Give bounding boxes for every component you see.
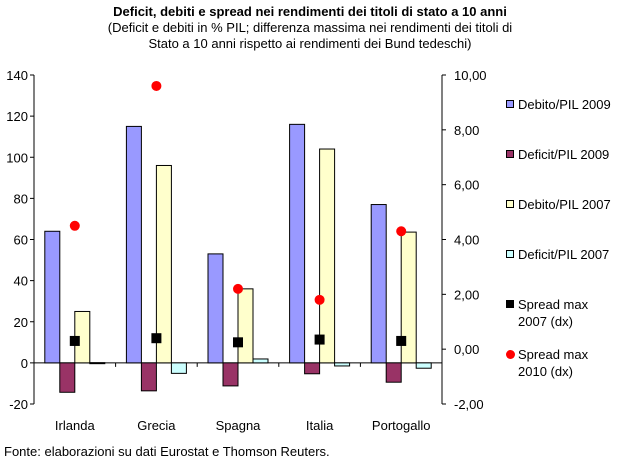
chart-subtitle-line-1: (Deficit e debiti in % PIL; differenza m…: [107, 20, 513, 35]
bar: [415, 362, 432, 369]
y-tick-label-right: -2,00: [454, 397, 484, 412]
x-tick-label: Italia: [306, 418, 334, 433]
spread-2010-marker: [233, 283, 243, 294]
bar: [170, 362, 187, 374]
y-tick-label-left: 60: [14, 233, 28, 248]
spread-2010-marker: [396, 226, 407, 237]
bar: [222, 362, 239, 387]
spread-2010-marker: [69, 220, 80, 231]
y-tick-label-right: 10,00: [454, 68, 487, 83]
legend-label: Spread max 2007 (dx): [518, 297, 589, 329]
bar: [252, 358, 269, 364]
y-tick-label-left: 20: [14, 315, 28, 330]
source-note: Fonte: elaborazioni su dati Eurostat e T…: [4, 444, 330, 459]
y-tick-label-right: 6,00: [454, 178, 479, 193]
legend-swatch: [506, 300, 514, 308]
bar: [44, 230, 61, 364]
bar: [334, 362, 351, 367]
y-tick-label-right: 4,00: [454, 233, 479, 248]
bar: [89, 362, 106, 365]
chart-title: Deficit, debiti e spread nei rendimenti …: [113, 4, 507, 19]
bar: [140, 362, 157, 392]
bar: [125, 125, 142, 364]
spread-2007-marker: [396, 335, 407, 346]
legend-swatch: [506, 200, 514, 208]
y-tick-label-left: 100: [6, 150, 28, 165]
spread-2007-marker: [69, 335, 80, 346]
legend-swatch: [506, 150, 514, 158]
y-tick-label-left: 0: [21, 356, 28, 371]
x-tick-label: Grecia: [137, 418, 176, 433]
legend-label: Spread max 2010 (dx): [518, 347, 589, 379]
bar: [237, 288, 254, 364]
y-tick-label-left: 40: [14, 274, 28, 289]
bar: [304, 362, 321, 375]
bar: [59, 362, 76, 393]
bar: [207, 253, 224, 364]
legend-swatch: [506, 250, 514, 258]
bar: [319, 148, 336, 364]
y-tick-label-right: 8,00: [454, 123, 479, 138]
x-tick-label: Portogallo: [372, 418, 431, 433]
x-tick-label: Irlanda: [55, 418, 96, 433]
legend-label: Debito/PIL 2009: [518, 97, 611, 112]
x-tick-label: Spagna: [216, 418, 262, 433]
bar: [370, 204, 387, 364]
y-tick-label-right: 0,00: [454, 342, 479, 357]
spread-2007-marker: [233, 337, 243, 348]
legend-swatch: [506, 100, 514, 108]
bar: [400, 231, 417, 364]
spread-2010-marker: [151, 80, 162, 91]
spread-2010-marker: [314, 294, 325, 305]
legend-label: Deficit/PIL 2009: [518, 147, 610, 162]
legend-label: Deficit/PIL 2007: [518, 247, 610, 262]
spread-2007-marker: [151, 333, 162, 344]
legend-swatch: [506, 350, 515, 359]
y-tick-label-left: 120: [6, 109, 28, 124]
y-tick-label-left: 140: [6, 68, 28, 83]
y-tick-label-left: -20: [9, 397, 28, 412]
legend-label: Debito/PIL 2007: [518, 197, 611, 212]
bar: [385, 362, 402, 383]
y-tick-label-right: 2,00: [454, 287, 479, 302]
chart-subtitle-line-2: Stato a 10 anni rispetto ai rendimenti d…: [148, 36, 472, 51]
bar: [155, 164, 172, 364]
chart-title-block: Deficit, debiti e spread nei rendimenti …: [60, 4, 560, 52]
bar: [289, 123, 306, 364]
spread-2007-marker: [314, 334, 325, 345]
y-tick-label-left: 80: [14, 191, 28, 206]
